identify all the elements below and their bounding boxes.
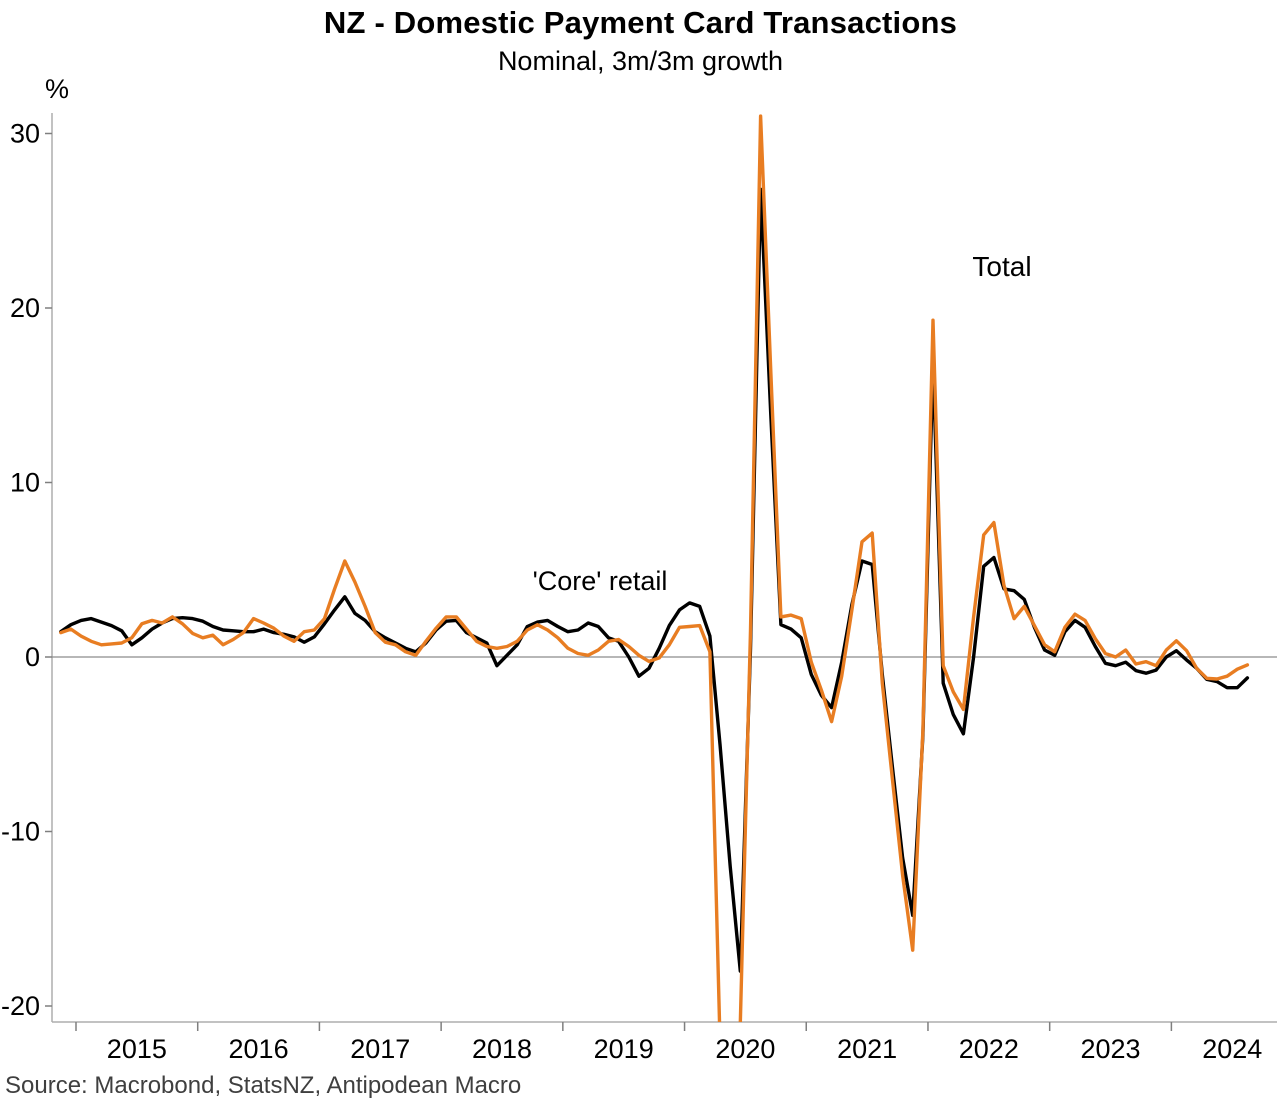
x-tick-label: 2016 (229, 1034, 289, 1064)
y-axis-ticks: 30 20 10 0 -10 -20 (1, 119, 52, 1021)
y-tick-label: -10 (1, 817, 40, 847)
source-note: Source: Macrobond, StatsNZ, Antipodean M… (5, 1072, 522, 1099)
series-group (59, 114, 1250, 1022)
y-axis-unit-label: % (45, 74, 69, 104)
x-tick-label: 2018 (472, 1034, 532, 1064)
x-tick-label: 2024 (1202, 1034, 1262, 1064)
y-tick-label: 10 (10, 468, 40, 498)
x-tick-label: 2020 (715, 1034, 775, 1064)
x-tick-label: 2017 (350, 1034, 410, 1064)
x-axis-ticks: 2015 2016 2017 2018 2019 2020 2021 2022 2023 2024 (75, 1022, 1262, 1064)
chart-subtitle: Nominal, 3m/3m growth (497, 46, 784, 76)
x-tick-label: 2021 (837, 1034, 897, 1064)
y-tick-label: 20 (10, 293, 40, 323)
core-retail-series-label: 'Core' retail (533, 566, 668, 596)
x-tick-label: 2023 (1080, 1034, 1140, 1064)
y-tick-label: 0 (25, 642, 40, 672)
y-tick-label: 30 (10, 119, 40, 149)
x-tick-label: 2015 (107, 1034, 167, 1064)
chart-title: NZ - Domestic Payment Card Transactions (323, 5, 958, 40)
total-line (59, 114, 1250, 1022)
x-tick-label: 2022 (959, 1034, 1019, 1064)
y-tick-label: -20 (1, 991, 40, 1021)
total-series-label: Total (972, 251, 1031, 282)
x-tick-label: 2019 (594, 1034, 654, 1064)
